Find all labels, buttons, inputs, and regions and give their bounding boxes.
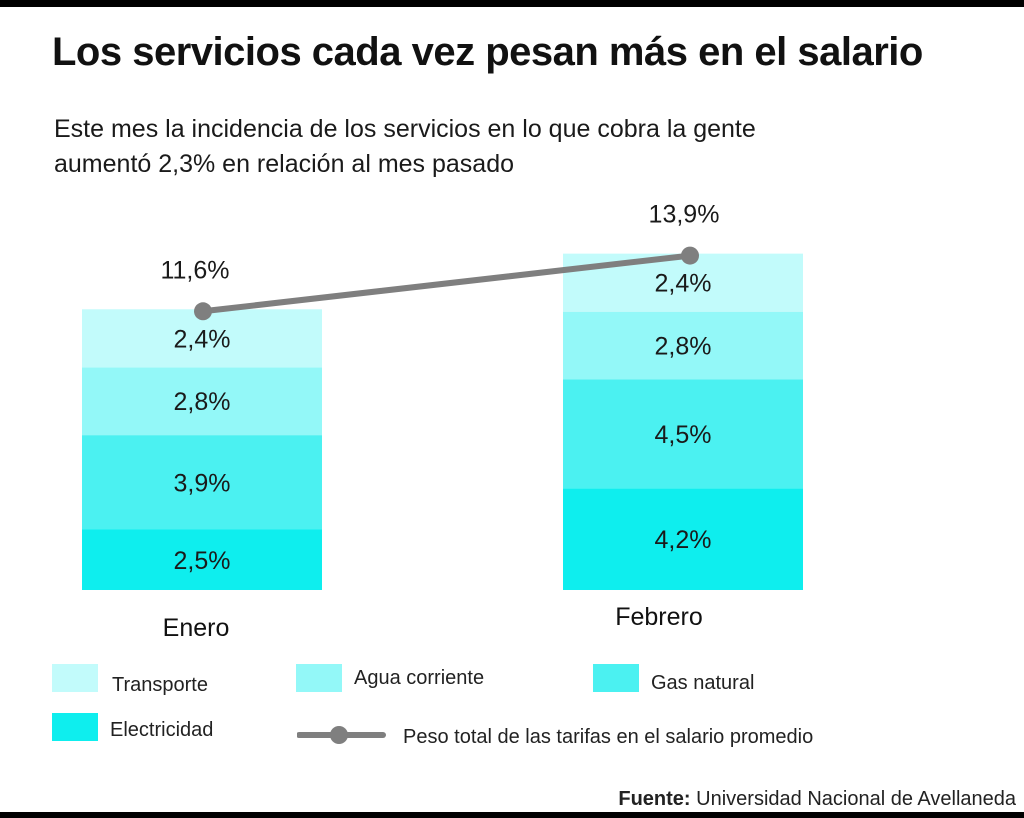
legend-swatch-electricidad <box>52 713 98 741</box>
chart-subtitle: Este mes la incidencia de los servicios … <box>54 112 954 182</box>
bar-label-enero-gas-natural: 3,9% <box>174 469 231 497</box>
bar-febrero-agua-corriente <box>563 311 803 380</box>
bar-label-febrero-agua-corriente: 2,8% <box>655 333 712 361</box>
chart-title: Los servicios cada vez pesan más en el s… <box>52 30 923 74</box>
legend-label-transporte: Transporte <box>112 674 208 696</box>
legend-label-line: Peso total de las tarifas en el salario … <box>403 726 814 748</box>
legend-swatch-agua <box>296 664 342 692</box>
stacked-bar-chart: 2,5% 3,9% 2,8% 2,4% Enero 4,2% 4,5% 2,8% 2,4% Feb… <box>82 201 803 642</box>
source-label: Fuente: <box>618 788 691 810</box>
bar-febrero-electricidad <box>563 488 803 590</box>
total-point-febrero <box>681 246 699 265</box>
legend-line: Peso total de las tarifas en el salario … <box>297 720 897 750</box>
bar-label-enero-electricidad: 2,5% <box>174 547 231 575</box>
legend-label-agua: Agua corriente <box>354 667 485 689</box>
source-credit: Fuente: Universidad Nacional de Avellane… <box>618 788 1016 811</box>
total-label-enero: 11,6% <box>160 256 229 284</box>
category-label-febrero: Febrero <box>615 603 703 631</box>
bar-label-febrero-electricidad: 4,2% <box>655 526 712 554</box>
bar-label-febrero-transporte: 2,4% <box>655 270 712 298</box>
subtitle-line-2: aumentó 2,3% en relación al mes pasado <box>54 150 515 178</box>
bar-enero-electricidad <box>82 529 322 590</box>
category-label-enero: Enero <box>163 614 230 642</box>
total-label-febrero: 13,9% <box>649 201 720 229</box>
subtitle-line-1: Este mes la incidencia de los servicios … <box>54 115 756 143</box>
legend-swatch-gas <box>593 664 639 692</box>
total-point-enero <box>194 302 212 321</box>
bar-label-enero-agua-corriente: 2,8% <box>174 388 231 416</box>
total-line <box>200 252 693 315</box>
bar-enero-gas-natural <box>82 435 322 530</box>
bottom-border <box>0 812 1024 818</box>
top-border <box>0 0 1024 7</box>
legend-swatch-transporte <box>52 664 98 692</box>
legend-label-electricidad: Electricidad <box>110 719 214 741</box>
bar-febrero-gas-natural <box>563 379 803 489</box>
bar-enero-agua-corriente <box>82 367 322 436</box>
bar-label-febrero-gas-natural: 4,5% <box>655 421 712 449</box>
bar-label-enero-transporte: 2,4% <box>174 325 231 353</box>
source-text: Universidad Nacional de Avellaneda <box>696 788 1016 810</box>
legend-label-gas: Gas natural <box>651 672 755 694</box>
legend-line-marker-icon <box>297 726 386 744</box>
